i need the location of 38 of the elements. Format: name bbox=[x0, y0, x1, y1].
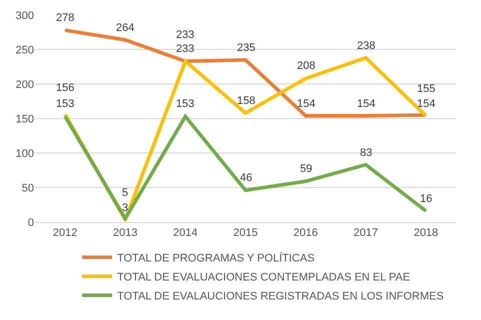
data-label: 153 bbox=[56, 98, 74, 110]
y-tick-label: 100 bbox=[16, 148, 34, 160]
data-label: 155 bbox=[417, 83, 436, 95]
data-label: 278 bbox=[56, 12, 74, 24]
data-label: 233 bbox=[176, 29, 194, 41]
x-tick-label: 2017 bbox=[354, 227, 378, 240]
data-label: 153 bbox=[176, 98, 194, 110]
data-label: 208 bbox=[297, 60, 316, 72]
y-tick-label: 0 bbox=[28, 216, 34, 229]
data-label: 16 bbox=[420, 193, 432, 205]
data-label: 238 bbox=[357, 40, 376, 52]
data-label: 154 bbox=[417, 98, 436, 110]
x-tick-label: 2018 bbox=[414, 227, 438, 240]
data-label: 5 bbox=[122, 187, 128, 199]
legend-label: TOTAL DE EVALAUCIONES REGISTRADAS EN LOS INFORMES bbox=[117, 290, 444, 302]
x-tick-label: 2015 bbox=[233, 227, 258, 240]
x-tick-label: 2016 bbox=[293, 227, 318, 240]
data-label: 46 bbox=[240, 172, 252, 184]
data-label: 233 bbox=[176, 43, 194, 55]
data-label: 83 bbox=[360, 147, 372, 159]
data-label: 154 bbox=[357, 98, 376, 110]
legend-label: TOTAL DE PROGRAMAS Y POLÍTICAS bbox=[117, 251, 315, 264]
x-tick-label: 2014 bbox=[173, 227, 198, 240]
data-label: 264 bbox=[116, 22, 134, 34]
y-tick-label: 200 bbox=[16, 78, 34, 91]
y-tick-label: 50 bbox=[22, 182, 34, 194]
y-tick-label: 300 bbox=[16, 10, 34, 22]
x-tick-label: 2012 bbox=[52, 227, 78, 240]
data-label: 156 bbox=[56, 82, 74, 94]
data-label: 59 bbox=[300, 163, 312, 175]
legend-label: TOTAL DE EVALUACIONES CONTEMPLADAS EN EL PAE bbox=[117, 271, 410, 284]
x-tick-label: 2013 bbox=[112, 227, 138, 240]
data-label: 235 bbox=[237, 42, 256, 54]
data-label: 158 bbox=[237, 95, 256, 107]
y-tick-label: 150 bbox=[16, 113, 34, 126]
y-tick-label: 250 bbox=[16, 44, 34, 56]
data-label: 3 bbox=[122, 202, 128, 214]
data-label: 154 bbox=[297, 98, 316, 110]
